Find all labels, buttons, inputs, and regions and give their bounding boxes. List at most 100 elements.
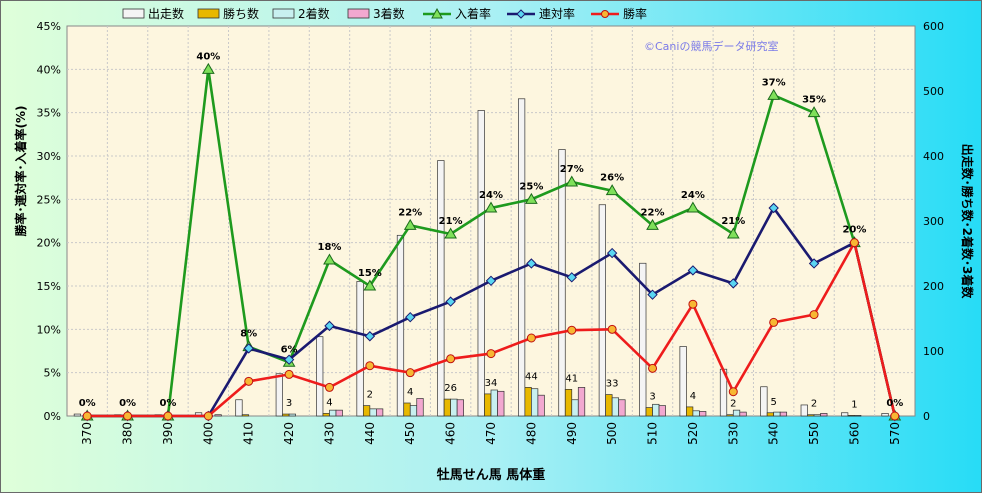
x-axis-title: 牡馬せん馬 馬体重 — [437, 467, 546, 483]
bar-勝ち数 — [443, 398, 451, 417]
marker-勝率 — [163, 411, 173, 421]
x-tick-label: 570 — [888, 422, 902, 445]
bar-勝ち数 — [807, 414, 815, 417]
bar-2着数 — [409, 405, 418, 417]
bar-2着数 — [531, 388, 539, 417]
bar-group — [73, 98, 889, 417]
legend-label: 出走数 — [148, 6, 184, 21]
bar-勝ち数 — [362, 405, 371, 417]
marker-勝率 — [82, 411, 92, 421]
left-tick-label: 25% — [37, 193, 61, 206]
x-tick-label: 440 — [363, 422, 377, 445]
bar-3着数 — [739, 411, 747, 417]
point-label: 21% — [439, 216, 463, 227]
marker-連対率 — [526, 258, 537, 269]
bar-出走数 — [316, 336, 324, 417]
bar-勝ち数 — [564, 389, 573, 417]
bar-value-label: 44 — [525, 371, 538, 382]
marker-勝率 — [567, 325, 577, 335]
marker-連対率 — [647, 289, 658, 300]
left-tick-label: 20% — [37, 237, 61, 250]
bar-勝ち数 — [645, 407, 653, 417]
legend-label: 3着数 — [373, 6, 405, 21]
point-label: 6% — [281, 344, 298, 355]
marker-勝率 — [607, 324, 617, 334]
point-label: 0% — [159, 398, 176, 409]
marker-勝率 — [688, 299, 698, 309]
bar-value-label: 5 — [770, 397, 776, 408]
bar-2着数 — [450, 398, 458, 417]
watermark: ©Caniの競馬データ研究室 — [644, 39, 778, 53]
marker-入着率 — [363, 279, 377, 291]
bar-value-label: 2 — [730, 399, 736, 410]
right-tick-label: 600 — [923, 20, 944, 33]
x-tick-label: 400 — [201, 422, 215, 445]
bar-出走数 — [396, 234, 405, 417]
marker-連対率 — [808, 258, 820, 269]
bar-2着数 — [854, 415, 862, 417]
marker-入着率 — [807, 106, 821, 118]
bar-勝ち数 — [605, 394, 613, 417]
left-axis-title: 勝率･連対率･入着率(%) — [13, 106, 28, 237]
point-label: 22% — [398, 207, 422, 218]
bar-勝ち数 — [726, 414, 734, 417]
marker-勝率 — [890, 411, 900, 421]
left-tick-label: 30% — [37, 150, 61, 163]
marker-連対率 — [606, 247, 618, 259]
marker-勝率 — [324, 382, 334, 392]
marker-連対率 — [687, 265, 699, 276]
point-label: 18% — [318, 242, 342, 253]
marker-入着率 — [646, 218, 659, 230]
x-tick-label: 470 — [484, 422, 498, 445]
right-tick-label: 300 — [923, 215, 944, 228]
marker-連対率 — [283, 354, 295, 365]
marker-連対率 — [364, 331, 376, 342]
legend-label: 連対率 — [539, 6, 575, 21]
marker-連対率 — [485, 275, 497, 287]
bar-3着数 — [456, 399, 464, 417]
bar-出走数 — [598, 204, 606, 417]
bar-3着数 — [699, 411, 707, 417]
marker-入着率 — [525, 192, 538, 204]
legend-marker — [601, 10, 609, 18]
bar-出走数 — [760, 386, 768, 417]
point-label: 20% — [842, 225, 866, 236]
marker-勝率 — [446, 354, 456, 364]
marker-勝率 — [526, 333, 536, 343]
bar-2着数 — [611, 397, 620, 417]
bar-2着数 — [773, 411, 781, 417]
marker-連対率 — [728, 278, 739, 289]
legend-swatch — [197, 8, 220, 19]
left-tick-label: 0% — [44, 410, 61, 423]
x-tick-label: 510 — [646, 422, 660, 445]
line-group — [80, 62, 902, 422]
bar-出走数 — [477, 110, 485, 417]
bar-value-label: 4 — [407, 387, 413, 398]
legend-label: 入着率 — [455, 6, 491, 21]
marker-勝率 — [769, 317, 779, 327]
bar-勝ち数 — [282, 413, 290, 417]
right-tick-label: 0 — [923, 410, 930, 423]
bar-出走数 — [679, 346, 687, 417]
bar-出走数 — [437, 160, 445, 417]
bar-2着数 — [692, 410, 700, 417]
legend-label: 勝率 — [623, 6, 647, 21]
x-tick-label: 460 — [444, 422, 458, 445]
bar-3着数 — [335, 409, 343, 417]
bar-3着数 — [658, 405, 666, 417]
point-label: 0% — [886, 398, 903, 409]
x-tick-label: 530 — [726, 422, 740, 445]
point-label-group: 0% 0% 0%40%8%6%18%15%22%21%24%25%27%26%22%… — [79, 51, 904, 409]
axes-group: 0%5%10%15%20%25%30%35%40%45%010020030040… — [37, 20, 944, 445]
point-label: 27% — [560, 164, 584, 175]
right-tick-label: 500 — [923, 85, 944, 98]
marker-入着率 — [323, 253, 336, 265]
bar-出走数 — [235, 399, 243, 417]
marker-連対率 — [324, 320, 335, 332]
marker-勝率 — [244, 376, 254, 386]
left-tick-label: 15% — [37, 280, 61, 293]
bar-出走数 — [841, 412, 849, 417]
marker-勝率 — [405, 368, 415, 378]
